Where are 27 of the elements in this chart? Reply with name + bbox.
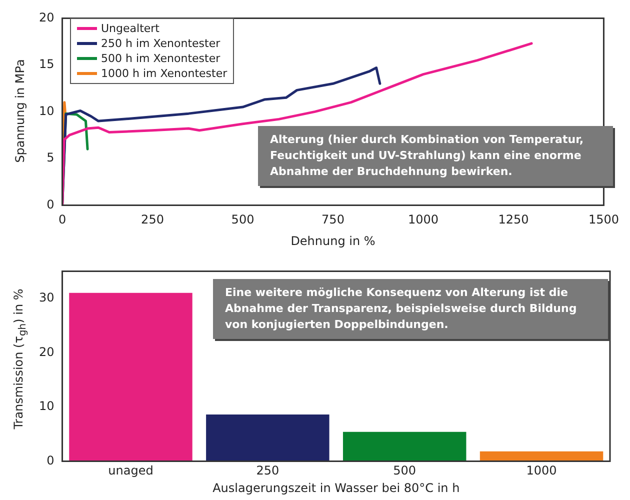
y-tick-label: 20 [38,344,54,359]
legend-label: 250 h im Xenontester [101,36,220,51]
y-axis-title: Spannung in MPa [13,58,27,162]
x-tick-label: unaged [108,464,154,478]
x-tick-label: 1000 [526,464,557,478]
x-tick-label: 250 [141,212,164,227]
x-tick-label: 0 [58,212,66,227]
y-tick-label: 10 [38,399,54,414]
y-tick-label: 0 [46,197,54,212]
x-tick-label: 500 [231,212,254,227]
x-tick-label: 750 [322,212,344,227]
x-tick-label: 1000 [408,212,439,227]
legend-label: 1000 h im Xenontester [101,66,228,81]
x-tick-label: 1500 [588,212,620,227]
y-tick-label: 15 [38,57,54,72]
legend-label: 500 h im Xenontester [101,51,220,66]
x-axis-title: Auslagerungszeit in Wasser bei 80°C in h [212,480,460,495]
y-tick-label: 0 [46,453,54,468]
x-axis-title: Dehnung in % [290,234,376,248]
x-tick-label: 500 [393,464,416,478]
y-tick-label: 5 [46,150,54,165]
x-tick-label: 1250 [498,212,529,227]
legend-label: Ungealtert [101,21,160,36]
y-tick-label: 10 [38,104,54,118]
y-tick-label: 30 [38,290,54,304]
x-tick-label: 250 [256,464,280,478]
y-tick-label: 20 [38,10,54,24]
